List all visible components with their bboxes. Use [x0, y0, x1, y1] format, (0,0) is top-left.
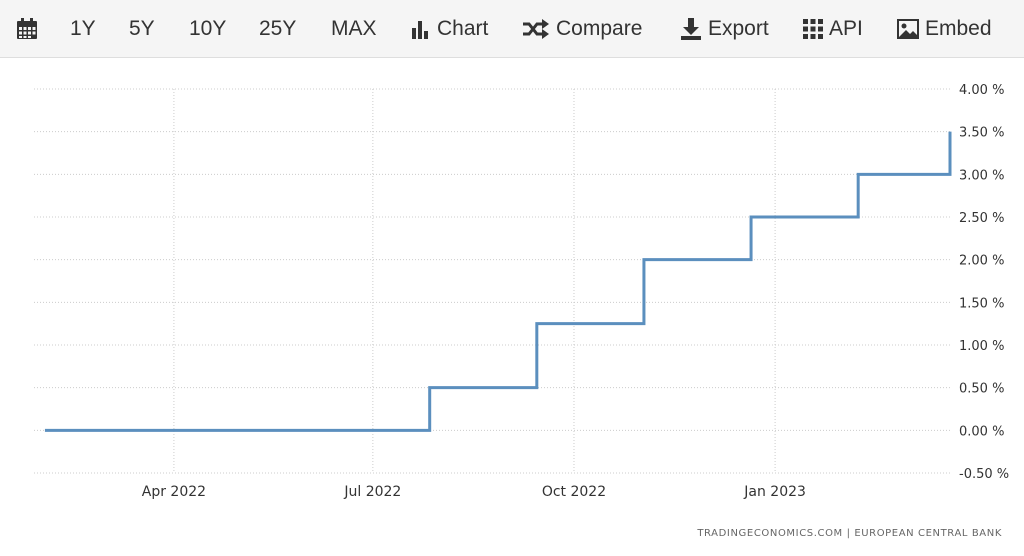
image-icon — [897, 19, 919, 39]
range-25y-button[interactable]: 25Y — [259, 17, 297, 40]
range-10y-button[interactable]: 10Y — [189, 17, 227, 40]
shuffle-icon — [523, 19, 549, 39]
y-tick-label: 4.00 % — [959, 83, 1004, 98]
x-tick-label: Jul 2022 — [343, 484, 401, 500]
embed-button-label: Embed — [925, 17, 992, 40]
rate-step-chart: 4.00 % 3.50 % 3.00 % 2.50 % 2.00 % 1.50 % 1.00… — [34, 83, 1009, 500]
y-tick-label: 1.50 % — [959, 296, 1004, 311]
y-tick-label: 0.50 % — [959, 382, 1004, 397]
y-tick-label: 2.00 % — [959, 254, 1004, 269]
range-5y-button[interactable]: 5Y — [129, 17, 155, 40]
calendar-icon — [17, 18, 37, 39]
x-tick-label: Apr 2022 — [142, 484, 206, 500]
download-icon — [681, 18, 701, 40]
chart-toolbar: 1Y 5Y 10Y 25Y MAX Chart Compare Export — [0, 0, 1024, 58]
series-line — [44, 131, 952, 432]
y-tick-label: 3.00 % — [959, 168, 1004, 183]
export-button[interactable]: Export — [680, 0, 769, 58]
api-button[interactable]: API — [803, 0, 863, 58]
range-1y-button[interactable]: 1Y — [70, 17, 96, 40]
x-tick-label: Oct 2022 — [542, 484, 606, 500]
y-tick-label: 2.50 % — [959, 211, 1004, 226]
export-button-label: Export — [708, 17, 769, 40]
y-tick-label: -0.50 % — [959, 467, 1009, 482]
y-tick-label: 0.00 % — [959, 424, 1004, 439]
embed-button[interactable]: Embed — [897, 0, 992, 58]
chart-button[interactable]: Chart — [411, 0, 488, 58]
bar-chart-icon — [412, 21, 428, 39]
y-tick-label: 1.00 % — [959, 339, 1004, 354]
compare-button[interactable]: Compare — [522, 0, 642, 58]
y-tick-label: 3.50 % — [959, 126, 1004, 141]
source-attribution: TRADINGECONOMICS.COM | EUROPEAN CENTRAL … — [697, 528, 1002, 539]
range-max-button[interactable]: MAX — [331, 17, 377, 40]
compare-button-label: Compare — [556, 17, 643, 40]
grid-icon — [803, 19, 823, 39]
x-tick-label: Jan 2023 — [743, 484, 806, 500]
calendar-button[interactable] — [16, 0, 38, 58]
chart-button-label: Chart — [437, 17, 489, 40]
api-button-label: API — [829, 17, 863, 40]
